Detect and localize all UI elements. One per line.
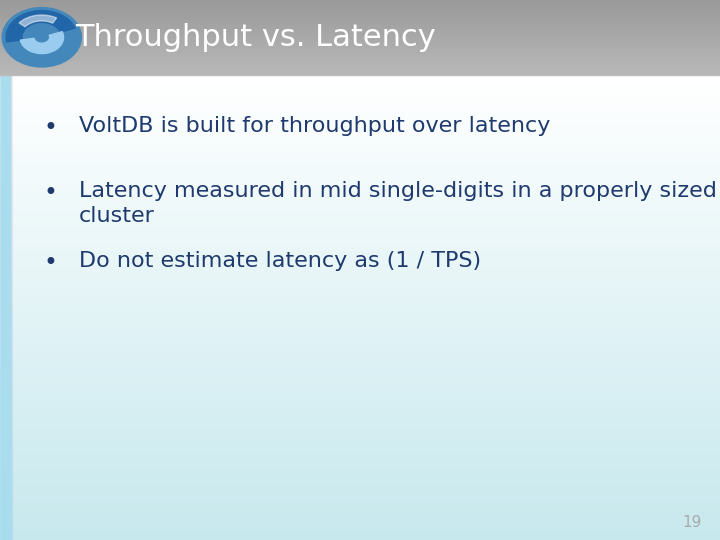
Text: Do not estimate latency as (1 / TPS): Do not estimate latency as (1 / TPS) <box>79 251 482 271</box>
Text: 19: 19 <box>683 515 702 530</box>
Circle shape <box>2 8 81 67</box>
Text: Latency measured in mid single-digits in a properly sized
cluster: Latency measured in mid single-digits in… <box>79 181 717 226</box>
Text: Throughput vs. Latency: Throughput vs. Latency <box>76 23 436 52</box>
Wedge shape <box>19 15 57 27</box>
Wedge shape <box>20 32 63 53</box>
Wedge shape <box>6 11 76 42</box>
Text: •: • <box>43 251 58 275</box>
Text: •: • <box>43 181 58 205</box>
Text: VoltDB is built for throughput over latency: VoltDB is built for throughput over late… <box>79 116 551 136</box>
Text: •: • <box>43 116 58 140</box>
